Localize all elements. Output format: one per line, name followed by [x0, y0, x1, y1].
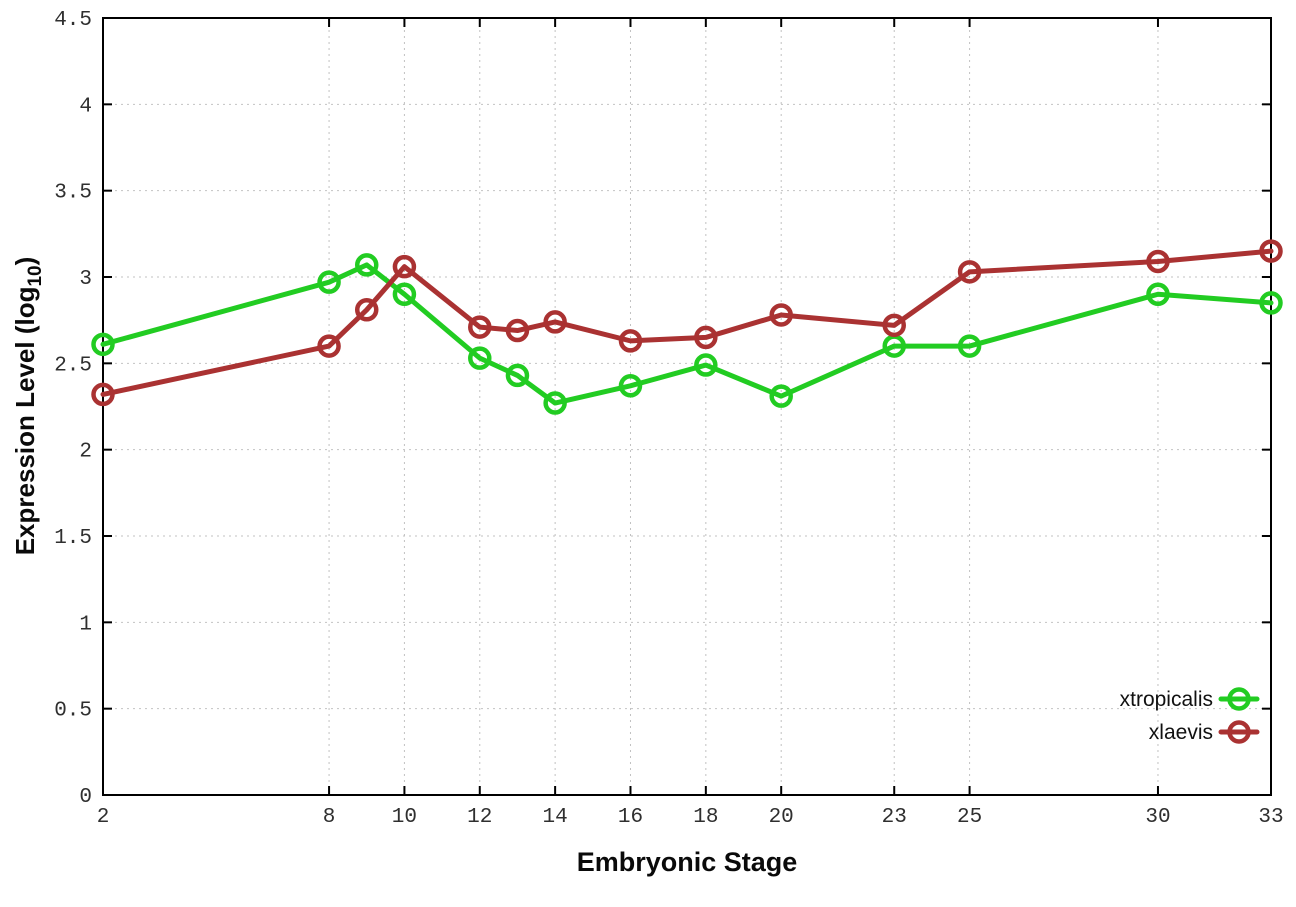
- y-tick-label: 3: [79, 268, 92, 291]
- y-axis-title: Expression Level (log10): [10, 257, 46, 556]
- data-point-xlaevis-stage-16: [618, 329, 643, 353]
- data-point-xtropicalis-stage-13: [505, 363, 530, 388]
- legend-label-xlaevis: xlaevis: [1149, 721, 1213, 744]
- tick-labels: 0 0.5 1 1.5 2 2.5 3 3.5 4 4.5 2 8 10 12 14 16 18 20 23 25 30…: [54, 9, 1283, 829]
- data-point-xlaevis-stage-10: [392, 254, 417, 279]
- x-tick-label: 14: [543, 806, 568, 829]
- data-point-xtropicalis-stage-25: [957, 334, 982, 358]
- y-tick-label: 3.5: [54, 182, 92, 205]
- x-tick-label: 18: [693, 806, 718, 829]
- y-axis-title-subscript: 10: [25, 265, 46, 286]
- y-axis-title-main: Expression Level (log: [10, 287, 40, 556]
- x-axis-title: Embryonic Stage: [577, 847, 798, 877]
- x-tick-label: 20: [769, 806, 794, 829]
- y-tick-label: 2: [79, 441, 92, 464]
- plot-border: [102, 17, 1272, 796]
- data-point-xlaevis-stage-12: [468, 315, 492, 339]
- data-point-xtropicalis-stage-18: [694, 353, 718, 377]
- y-tick-label: 0: [79, 786, 92, 809]
- legend-item-xlaevis: xlaevis: [1149, 720, 1260, 744]
- series-xlaevis: [91, 239, 1283, 407]
- data-point-xlaevis-stage-14: [543, 310, 567, 334]
- data-point-xtropicalis-stage-33: [1259, 291, 1283, 315]
- legend-marker-xtropicalis-icon: [1227, 687, 1251, 711]
- y-tick-label: 4.5: [54, 9, 92, 32]
- series-xtropicalis: [91, 253, 1283, 415]
- legend-marker-xlaevis-icon: [1227, 720, 1251, 744]
- x-tick-label: 2: [97, 806, 110, 829]
- data-point-xlaevis-stage-33: [1259, 239, 1283, 263]
- data-point-xtropicalis-stage-16: [618, 374, 643, 398]
- y-axis-title-close: ): [10, 257, 40, 266]
- data-point-xtropicalis-stage-30: [1146, 282, 1170, 307]
- data-point-xlaevis-stage-8: [317, 334, 341, 358]
- y-tick-label: 1: [79, 613, 92, 636]
- y-tick-label: 2.5: [54, 354, 92, 377]
- y-tick-label: 1.5: [54, 527, 92, 550]
- y-tick-label: 4: [79, 95, 92, 118]
- x-tick-label: 25: [957, 806, 982, 829]
- x-tick-label: 16: [618, 806, 643, 829]
- x-tick-label: 12: [467, 806, 492, 829]
- x-tick-label: 33: [1258, 806, 1283, 829]
- x-tick-label: 8: [323, 806, 336, 829]
- data-point-xtropicalis-stage-14: [543, 391, 567, 415]
- data-point-xtropicalis-stage-8: [317, 270, 341, 294]
- data-point-xlaevis-stage-30: [1146, 249, 1170, 274]
- x-tick-label: 30: [1145, 806, 1170, 829]
- y-tick-label: 0.5: [54, 700, 92, 723]
- data-point-xtropicalis-stage-9: [354, 253, 379, 277]
- legend-item-xtropicalis: xtropicalis: [1120, 687, 1260, 711]
- legend-label-xtropicalis: xtropicalis: [1120, 688, 1213, 711]
- data-point-xlaevis-stage-25: [957, 260, 982, 284]
- x-tick-label: 10: [392, 806, 417, 829]
- data-point-xtropicalis-stage-10: [392, 282, 417, 307]
- data-point-xtropicalis-stage-2: [91, 332, 115, 357]
- data-point-xlaevis-stage-13: [505, 318, 530, 343]
- data-point-xlaevis-stage-9: [354, 298, 379, 322]
- data-point-xlaevis-stage-20: [769, 303, 793, 327]
- data-point-xtropicalis-stage-12: [468, 346, 492, 370]
- gridlines: [103, 18, 1271, 795]
- data-point-xtropicalis-stage-20: [769, 384, 793, 408]
- data-point-xlaevis-stage-23: [882, 313, 906, 338]
- data-point-xlaevis-stage-18: [694, 325, 718, 350]
- legend: xtropicalis xlaevis: [1120, 687, 1260, 744]
- data-point-xlaevis-stage-2: [91, 382, 115, 407]
- x-tick-label: 23: [882, 806, 907, 829]
